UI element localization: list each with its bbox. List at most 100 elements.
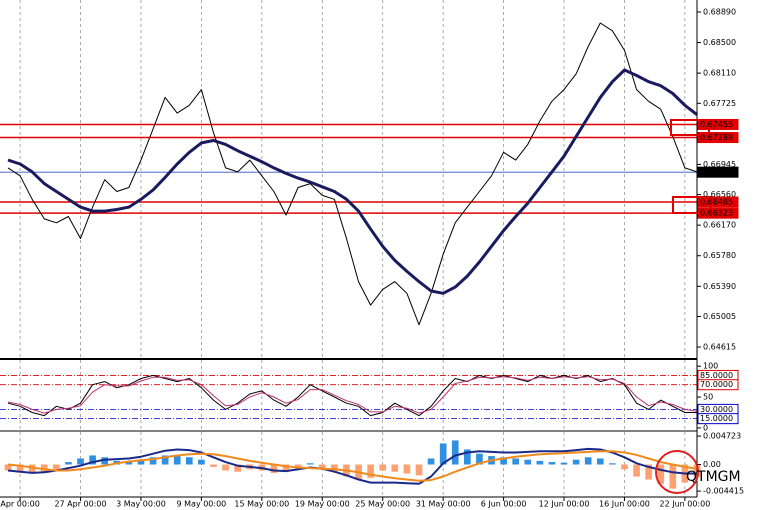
y-tick-label: 0.00 bbox=[703, 460, 721, 469]
y-tick-label: 0.65005 bbox=[703, 312, 736, 321]
histogram-bar bbox=[173, 456, 181, 465]
y-tick-label: 0.64615 bbox=[703, 343, 736, 352]
histogram-bar bbox=[669, 464, 677, 489]
histogram-bar bbox=[439, 443, 447, 465]
histogram-bar bbox=[282, 464, 290, 472]
y-tick-label: 0.66945 bbox=[703, 160, 736, 169]
histogram-bar bbox=[633, 464, 640, 477]
histogram-bar bbox=[294, 464, 302, 467]
y-tick-label: 0.67725 bbox=[703, 99, 736, 108]
histogram-bar bbox=[560, 462, 568, 465]
histogram-bar bbox=[524, 459, 532, 465]
histogram-bar bbox=[53, 464, 60, 470]
histogram-bar bbox=[657, 464, 665, 484]
histogram-bar bbox=[198, 459, 205, 465]
y-tick-label: 0.65780 bbox=[703, 251, 736, 260]
histogram-bar bbox=[331, 464, 338, 472]
histogram-bar bbox=[476, 453, 483, 465]
histogram-bar bbox=[584, 457, 592, 465]
y-tick-label: 0 bbox=[703, 423, 708, 432]
y-tick-label: 0.004723 bbox=[703, 432, 741, 441]
histogram-bar bbox=[451, 440, 459, 465]
histogram-bar bbox=[234, 464, 241, 472]
histogram-bar bbox=[65, 462, 72, 465]
highlight-circle bbox=[655, 450, 699, 494]
y-tick-label: 0.66560 bbox=[703, 190, 736, 199]
histogram-bar bbox=[572, 459, 580, 465]
x-tick-label: Apr 00:00 bbox=[0, 500, 39, 509]
y-tick-label: 0.68500 bbox=[703, 38, 736, 47]
level-label-bg bbox=[697, 132, 739, 144]
histogram-bar bbox=[89, 455, 96, 465]
level-label: 85.0000 bbox=[700, 371, 733, 380]
histogram-bar bbox=[40, 464, 48, 472]
x-tick-label: 15 May 00:00 bbox=[234, 500, 289, 509]
watermark: QTMGM bbox=[686, 469, 741, 485]
y-tick-label: 0.66170 bbox=[703, 221, 736, 230]
y-tick-label: 0.68110 bbox=[703, 69, 736, 78]
x-tick-label: 3 May 00:00 bbox=[116, 500, 166, 509]
histogram-bar bbox=[379, 464, 387, 471]
histogram-bar bbox=[16, 464, 24, 473]
x-tick-label: 22 Jun 00:00 bbox=[659, 500, 710, 509]
histogram-bar bbox=[149, 457, 157, 465]
histogram-bar bbox=[318, 464, 326, 469]
histogram-bar bbox=[415, 464, 423, 476]
level-label-bg bbox=[697, 196, 739, 208]
histogram-bar bbox=[391, 464, 399, 472]
level-label: 0.66465 bbox=[700, 198, 733, 207]
level-label: 0.67455 bbox=[700, 120, 733, 129]
x-tick-label: 27 Apr 00:00 bbox=[54, 500, 106, 509]
histogram-bar bbox=[210, 464, 217, 467]
series-line bbox=[7, 68, 698, 295]
histogram-bar bbox=[125, 461, 133, 465]
histogram-bar bbox=[306, 463, 314, 465]
x-tick-label: 19 May 00:00 bbox=[295, 500, 350, 509]
histogram-bar bbox=[367, 464, 374, 478]
histogram-bar bbox=[185, 457, 193, 465]
histogram-bar bbox=[222, 464, 229, 471]
level-label: 15.0000 bbox=[700, 414, 733, 423]
plot-layer bbox=[0, 22, 701, 489]
histogram-bar bbox=[548, 462, 556, 465]
histogram-bar bbox=[645, 464, 652, 480]
histogram-bar bbox=[403, 464, 411, 474]
histogram-bar bbox=[609, 463, 616, 465]
level-label: 30.0000 bbox=[700, 405, 733, 414]
level-label-bg bbox=[697, 413, 739, 425]
histogram-bar bbox=[161, 455, 169, 465]
x-tick-label: 12 Jun 00:00 bbox=[539, 500, 590, 509]
histogram-bar bbox=[500, 457, 507, 465]
level-label: 0.66846 bbox=[700, 168, 733, 177]
histogram-bar bbox=[101, 457, 109, 465]
level-label: 0.66323 bbox=[700, 209, 733, 218]
histogram-bar bbox=[270, 464, 278, 473]
histogram-bar bbox=[536, 460, 544, 465]
x-tick-label: 31 May 00:00 bbox=[416, 500, 471, 509]
level-label: 0.67288 bbox=[700, 133, 733, 142]
level-label-bg bbox=[697, 118, 739, 130]
y-tick-label: 50 bbox=[703, 393, 713, 402]
level-label: 70.0000 bbox=[700, 380, 733, 389]
series-line bbox=[7, 376, 698, 414]
series-line bbox=[7, 450, 698, 482]
series-line bbox=[7, 447, 697, 485]
level-label-bg bbox=[697, 207, 739, 219]
histogram-bar bbox=[28, 464, 36, 474]
histogram-bar bbox=[427, 458, 435, 465]
histogram-bar bbox=[512, 458, 520, 465]
histogram-bar bbox=[621, 464, 628, 470]
histogram-bar bbox=[77, 458, 84, 465]
y-tick-label: -0.004415 bbox=[703, 487, 744, 496]
x-tick-label: 25 May 00:00 bbox=[355, 500, 410, 509]
x-tick-label: 16 Jun 00:00 bbox=[599, 500, 650, 509]
y-tick-label: 0.68890 bbox=[703, 7, 736, 16]
level-label-bg bbox=[697, 379, 739, 391]
level-label-bg bbox=[697, 166, 739, 178]
histogram-bar bbox=[137, 459, 145, 465]
x-tick-label: 6 Jun 00:00 bbox=[481, 500, 527, 509]
y-tick-label: 100 bbox=[703, 362, 718, 371]
histogram-bar bbox=[4, 464, 12, 471]
